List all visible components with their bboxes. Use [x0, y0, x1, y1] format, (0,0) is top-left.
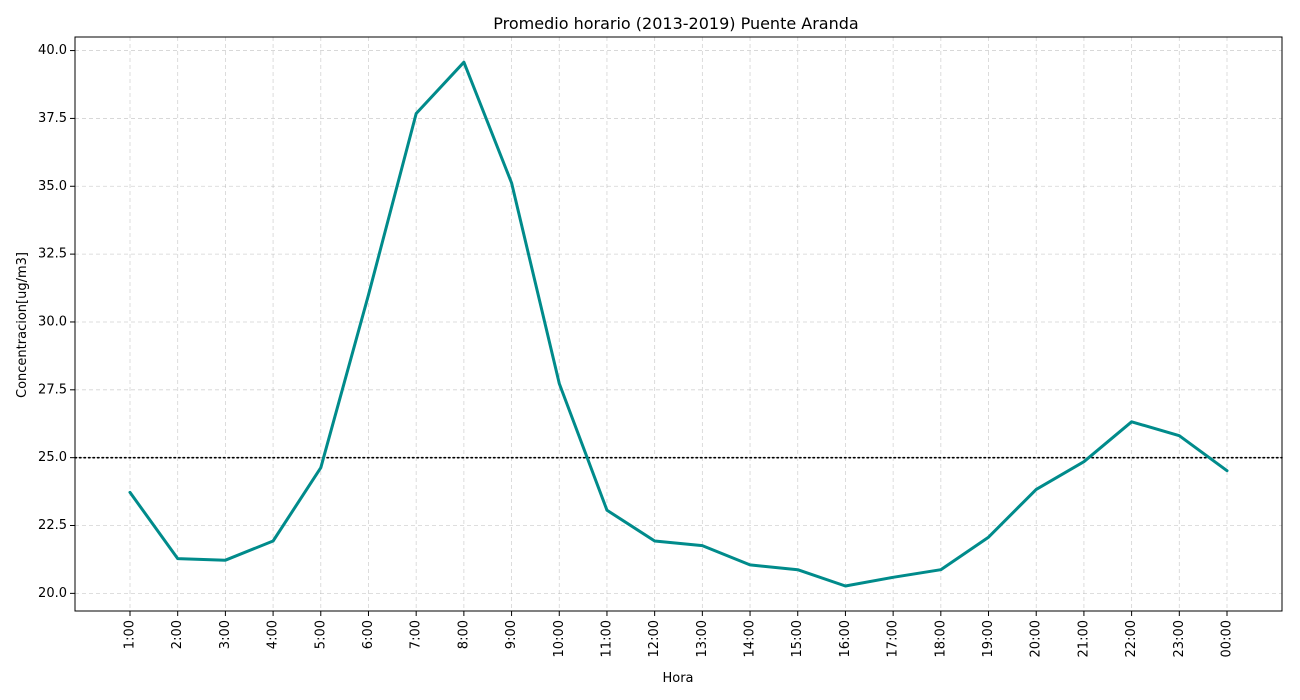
x-tick-label: 20:00	[1029, 620, 1044, 657]
grid	[75, 37, 1282, 611]
x-tick-label: 12:00	[647, 620, 662, 657]
plot-frame	[74, 36, 1283, 612]
x-tick-label: 23:00	[1172, 620, 1187, 657]
y-axis-ticks: 20.0 22.5 25.0 27.5 30.0 32.5 35.0 37.5 40.0	[38, 43, 75, 601]
x-tick-label: 00:00	[1220, 620, 1235, 657]
x-tick-label: 8:00	[456, 620, 471, 649]
y-tick-label: 37.5	[38, 111, 67, 126]
y-tick-label: 32.5	[38, 247, 67, 262]
y-tick-label: 20.0	[38, 586, 67, 601]
x-axis-label: Hora	[662, 671, 693, 686]
y-tick-label: 40.0	[38, 43, 67, 58]
x-tick-label: 21:00	[1076, 620, 1091, 657]
x-tick-label: 16:00	[838, 620, 853, 657]
x-tick-label: 2:00	[170, 620, 185, 649]
x-tick-label: 1:00	[123, 620, 138, 649]
x-tick-label: 10:00	[552, 620, 567, 657]
x-axis-ticks: 1:00 2:00 3:00 4:00 5:00 6:00 7:00 8:00 9:00 10:0…	[123, 611, 1235, 657]
y-tick-label: 25.0	[38, 450, 67, 465]
x-tick-label: 11:00	[599, 620, 614, 657]
x-tick-label: 7:00	[409, 620, 424, 649]
series-line	[128, 60, 1229, 588]
y-tick-label: 30.0	[38, 314, 67, 329]
series-layer	[128, 60, 1229, 588]
x-tick-label: 18:00	[933, 620, 948, 657]
x-tick-label: 5:00	[313, 620, 328, 649]
y-tick-label: 35.0	[38, 179, 67, 194]
x-tick-label: 17:00	[886, 620, 901, 657]
x-tick-label: 13:00	[695, 620, 710, 657]
x-tick-label: 3:00	[218, 620, 233, 649]
x-tick-label: 22:00	[1124, 620, 1139, 657]
y-tick-label: 27.5	[38, 382, 67, 397]
x-tick-label: 14:00	[743, 620, 758, 657]
x-tick-label: 6:00	[361, 620, 376, 649]
x-tick-label: 4:00	[266, 620, 281, 649]
x-tick-label: 9:00	[504, 620, 519, 649]
x-tick-label: 19:00	[981, 620, 996, 657]
y-tick-label: 22.5	[38, 518, 67, 533]
chart-title: Promedio horario (2013-2019) Puente Aran…	[493, 14, 858, 33]
y-axis-label: Concentracion[ug/m3]	[15, 252, 30, 398]
x-tick-label: 15:00	[790, 620, 805, 657]
